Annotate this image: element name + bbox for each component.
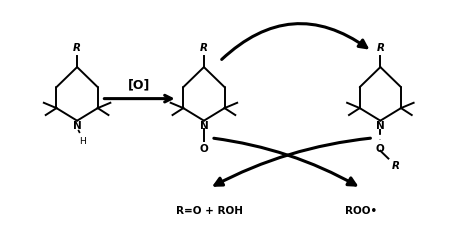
FancyArrowPatch shape — [214, 138, 356, 185]
Text: R: R — [376, 43, 384, 53]
Text: [O]: [O] — [128, 78, 151, 91]
FancyArrowPatch shape — [222, 24, 367, 60]
Text: R: R — [73, 43, 81, 53]
Text: ROO•: ROO• — [345, 206, 377, 216]
Text: O: O — [200, 144, 208, 154]
Text: N: N — [376, 121, 385, 131]
Text: N: N — [200, 121, 208, 131]
Text: O: O — [376, 144, 385, 154]
Text: R: R — [392, 161, 400, 171]
FancyArrowPatch shape — [215, 138, 370, 185]
Text: N: N — [73, 121, 82, 131]
Text: H: H — [79, 137, 86, 146]
Text: R: R — [200, 43, 208, 53]
Text: R=O + ROH: R=O + ROH — [176, 206, 243, 216]
